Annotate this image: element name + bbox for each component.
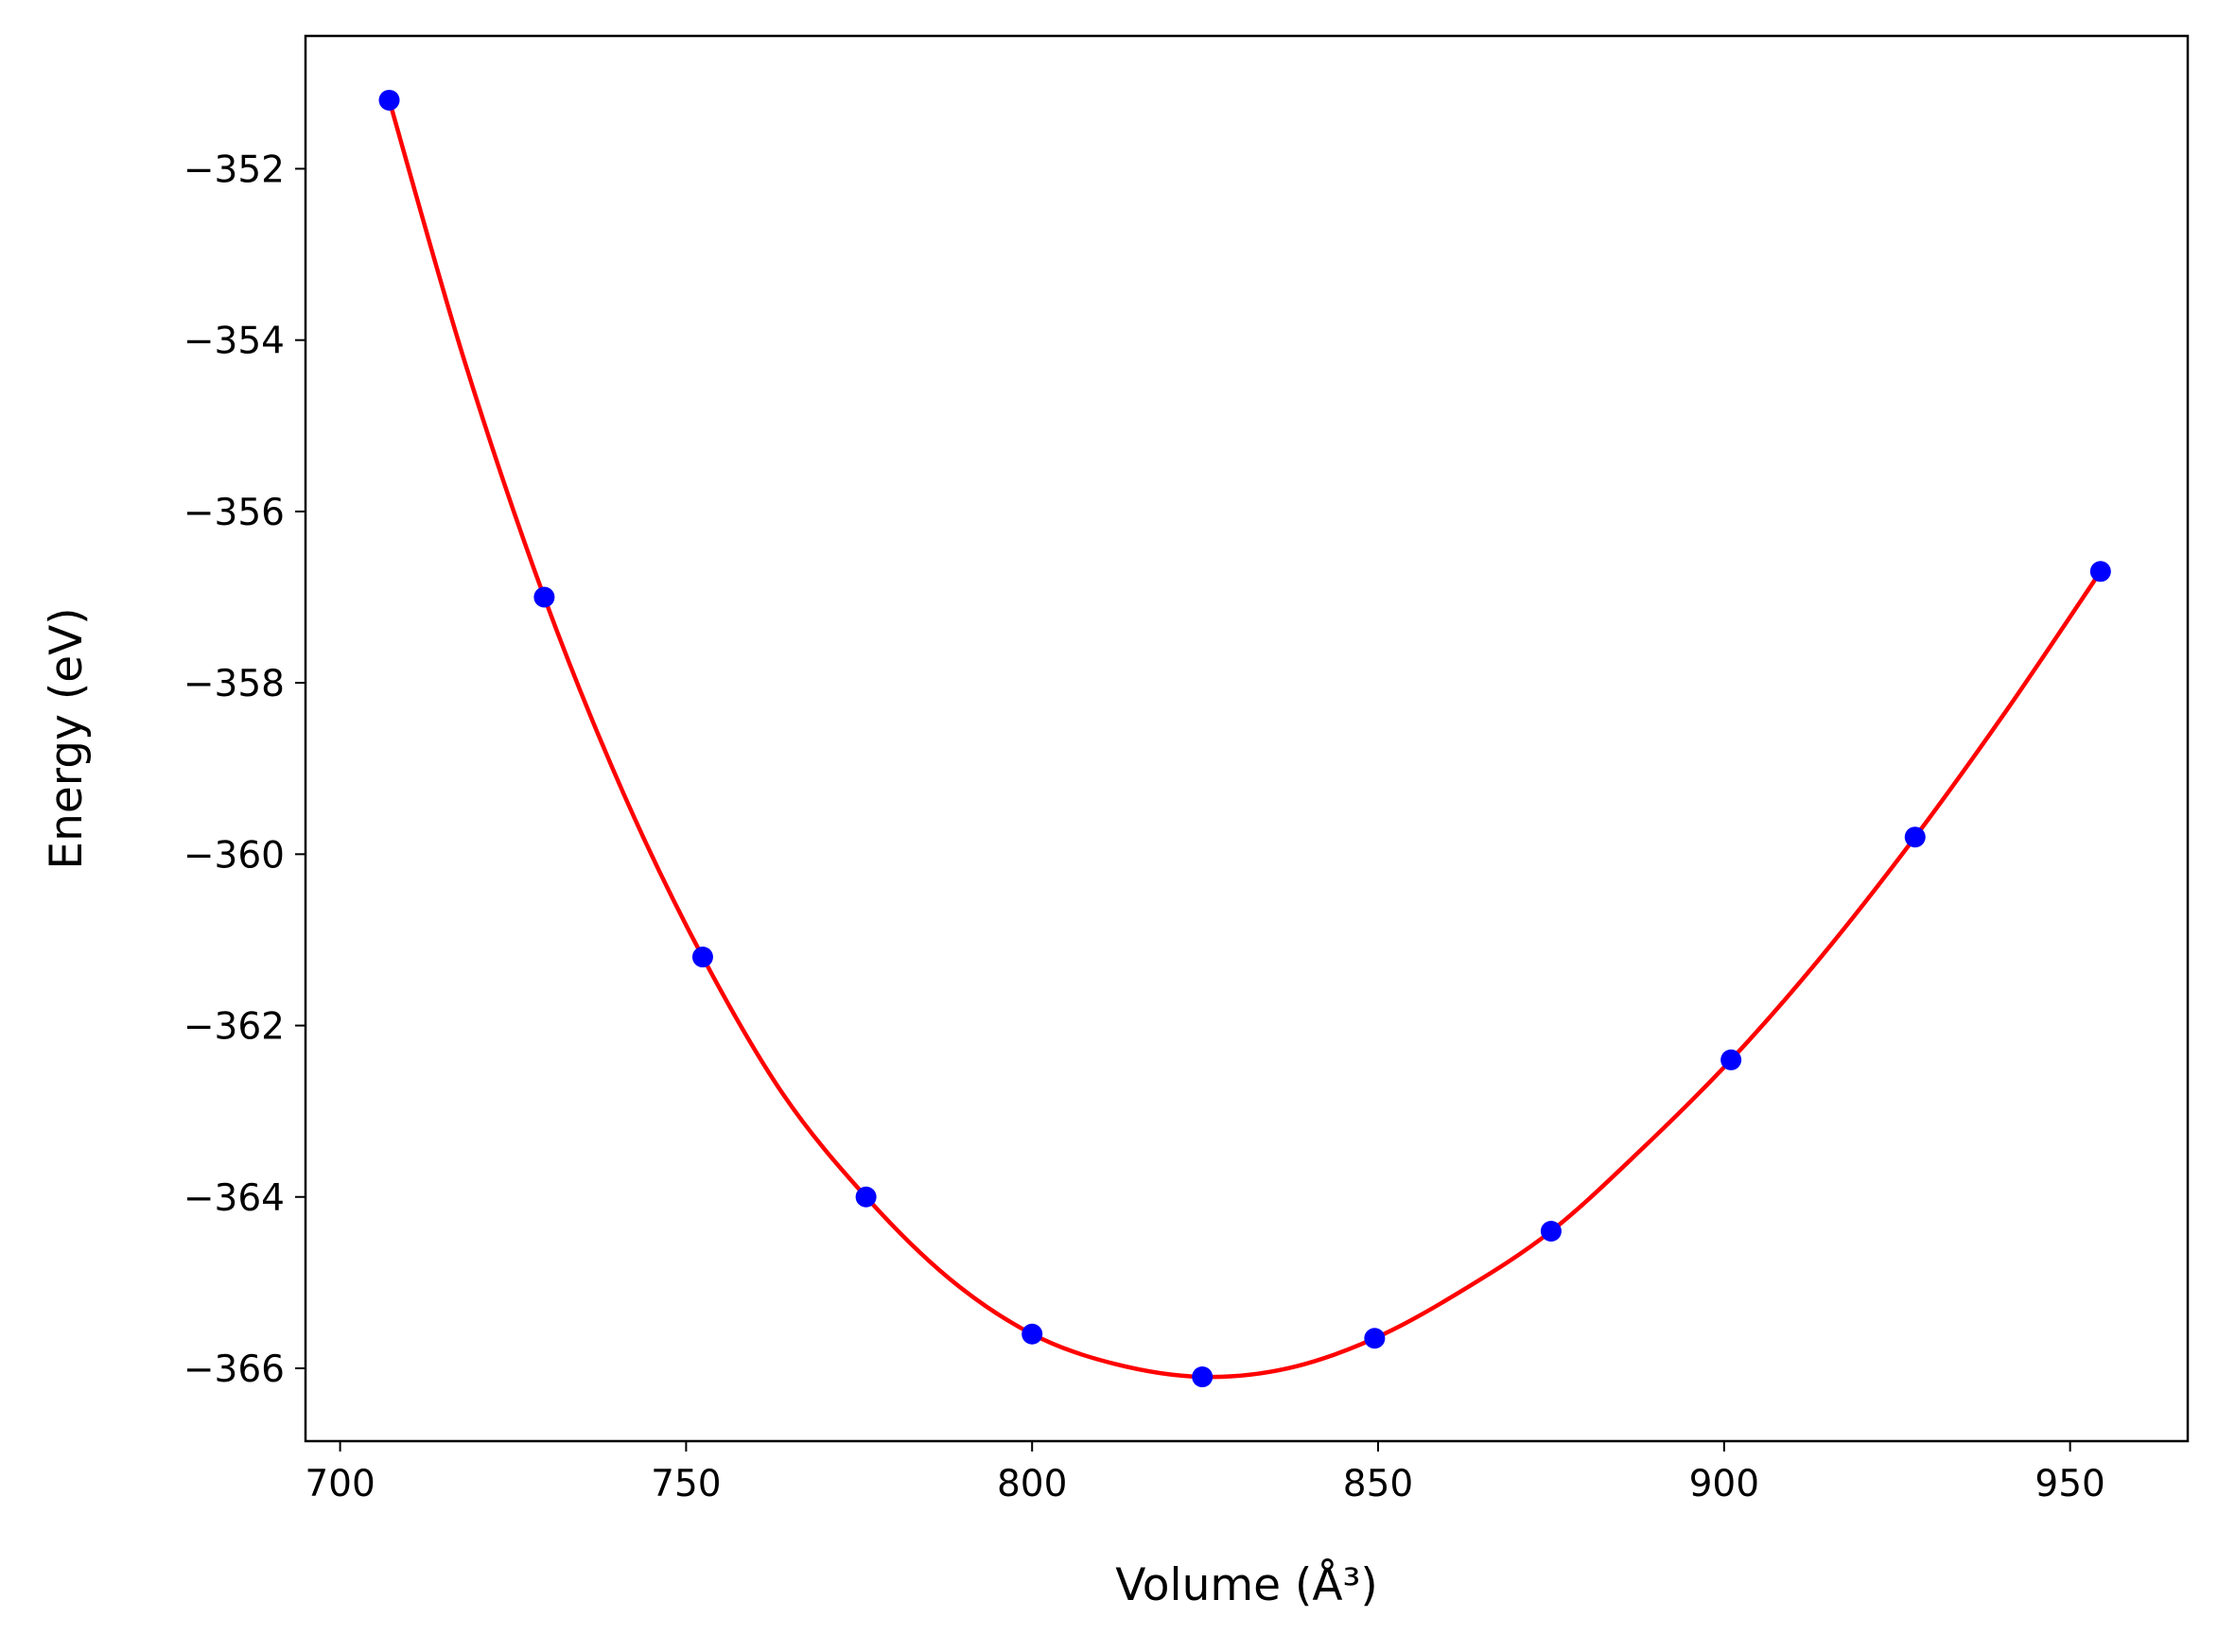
x-tick-label: 800 [997,1463,1067,1505]
x-tick-label: 750 [651,1463,721,1505]
axis-ticks: 700 750 800 850 900 950 −352 −354 −356 −358 −360 −3… [183,148,2105,1505]
y-tick-label: −366 [183,1348,285,1391]
data-point [1192,1366,1214,1388]
y-axis-label: Energy (eV) [41,607,93,869]
y-tick-label: −354 [183,321,285,363]
data-point [1540,1221,1562,1243]
x-tick-label: 700 [305,1463,375,1505]
data-point [378,89,400,111]
y-tick-label: −356 [183,492,285,534]
data-point [691,947,713,968]
x-axis-label: Volume (Å³) [1115,1559,1377,1611]
data-point [533,586,555,608]
y-tick-label: −364 [183,1177,285,1220]
y-tick-label: −358 [183,663,285,705]
plot-area [378,89,2111,1388]
y-tick-label: −362 [183,1006,285,1049]
fit-curve-line [387,97,2104,1380]
x-tick-label: 950 [2035,1463,2104,1505]
data-point [1022,1323,1043,1345]
data-point [1720,1049,1742,1070]
x-tick-label: 850 [1343,1463,1413,1505]
data-point [1904,826,1926,848]
y-tick-label: −352 [183,148,285,191]
data-point [1364,1328,1386,1349]
axes-frame [304,34,2190,1443]
data-point [2089,561,2111,583]
data-point [855,1186,877,1208]
x-tick-label: 900 [1689,1463,1759,1505]
y-tick-label: −360 [183,834,285,877]
